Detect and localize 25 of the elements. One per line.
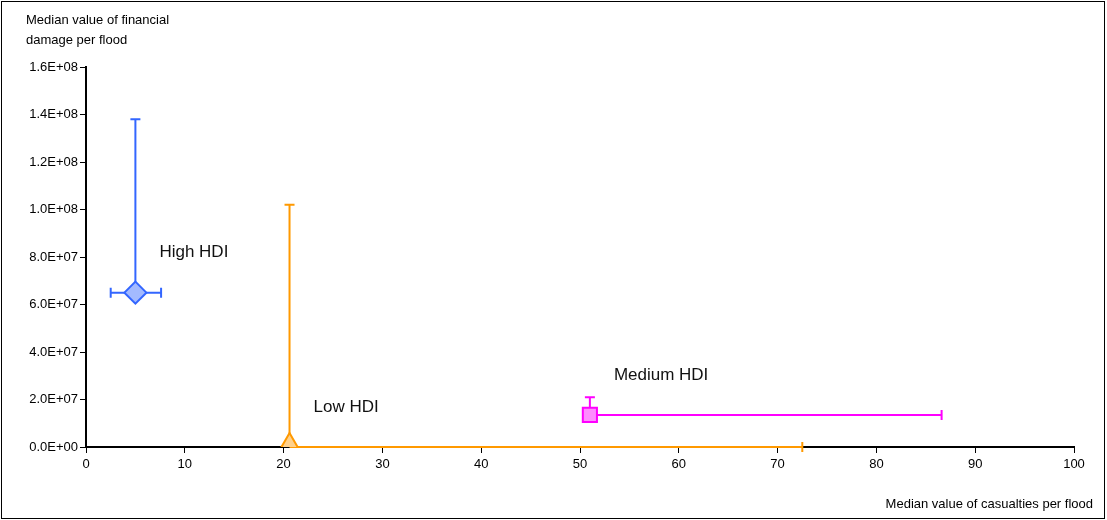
x-tick-label: 0 — [82, 456, 90, 472]
x-tick-label: 80 — [869, 456, 884, 472]
x-axis-title: Median value of casualties per flood — [885, 496, 1093, 511]
y-tick-label: 1.4E+08 — [29, 106, 78, 122]
x-tick-label: 20 — [276, 456, 291, 472]
y-tick-label: 8.0E+07 — [29, 248, 78, 264]
x-tick-label: 90 — [967, 456, 983, 472]
x-tick-label: 60 — [671, 456, 687, 472]
y-tick-label: 0.0E+00 — [29, 438, 78, 454]
x-tick-label: 70 — [770, 456, 785, 472]
x-tick-label: 10 — [177, 456, 193, 472]
x-tick-label: 40 — [473, 456, 489, 472]
x-tick-label: 30 — [375, 456, 390, 472]
y-tick-label: 6.0E+07 — [29, 296, 78, 312]
series-label: Low HDI — [313, 396, 379, 416]
y-axis-title: Median value of financial damage per flood — [26, 11, 171, 49]
y-tick-label: 1.0E+08 — [29, 201, 78, 217]
y-tick-label: 4.0E+07 — [29, 343, 78, 359]
series-label: Medium HDI — [613, 364, 709, 384]
y-tick-label: 1.2E+08 — [29, 153, 78, 169]
series-label: High HDI — [159, 242, 229, 262]
x-tick-label: 100 — [1063, 456, 1085, 472]
x-tick-label: 50 — [572, 456, 588, 472]
y-tick-label: 1.6E+08 — [29, 58, 78, 74]
y-tick-label: 2.0E+07 — [29, 391, 78, 407]
